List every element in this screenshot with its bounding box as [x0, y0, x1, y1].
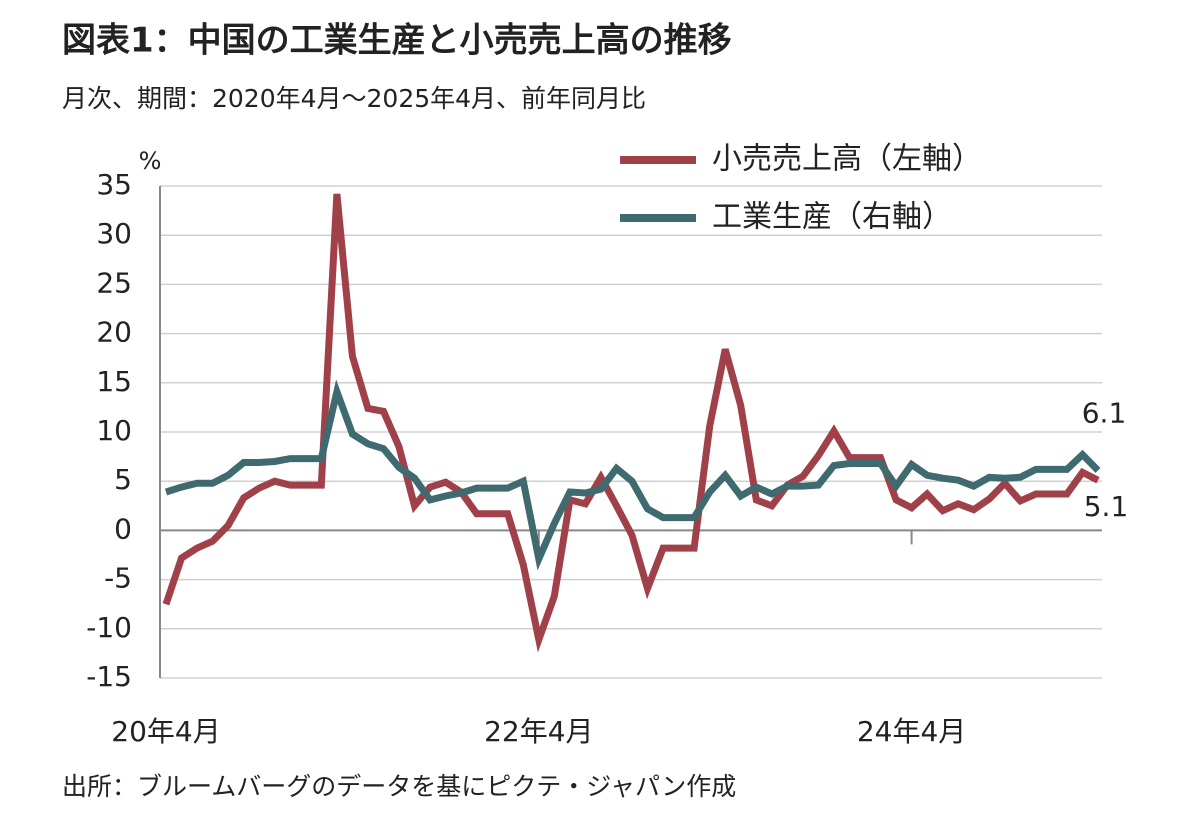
chart-subtitle: 月次、期間：2020年4月～2025年4月、前年同月比 — [62, 84, 646, 113]
series-line — [162, 193, 1100, 653]
source-note: 出所：ブルームバーグのデータを基にピクテ・ジャパン作成 — [62, 772, 736, 801]
y-tick-label: 30 — [96, 217, 132, 250]
chart-title: 図表1：中国の工業生産と小売売上高の推移 — [62, 21, 732, 61]
data-label: 5.1 — [1084, 490, 1129, 523]
y-tick-label: 5 — [114, 463, 132, 496]
y-tick-label: 25 — [96, 266, 132, 299]
y-tick-label: 20 — [96, 316, 132, 349]
legend-label: 小売売上高（左軸） — [712, 142, 982, 177]
y-tick-label: 0 — [114, 512, 132, 545]
y-tick-label: -10 — [86, 611, 132, 644]
y-unit: % — [139, 147, 162, 175]
data-label: 6.1 — [1082, 396, 1127, 429]
x-tick-label: 20年4月 — [111, 715, 220, 748]
x-tick-label: 24年4月 — [857, 715, 966, 748]
y-tick-label: 15 — [96, 365, 132, 398]
y-tick-label: 10 — [96, 414, 132, 447]
y-tick-label: -15 — [86, 660, 132, 693]
x-tick-label: 22年4月 — [484, 715, 593, 748]
series-line — [164, 379, 1101, 571]
y-tick-label: -5 — [104, 562, 132, 595]
legend-label: 工業生産（右軸） — [712, 200, 952, 235]
y-tick-label: 35 — [96, 168, 132, 201]
